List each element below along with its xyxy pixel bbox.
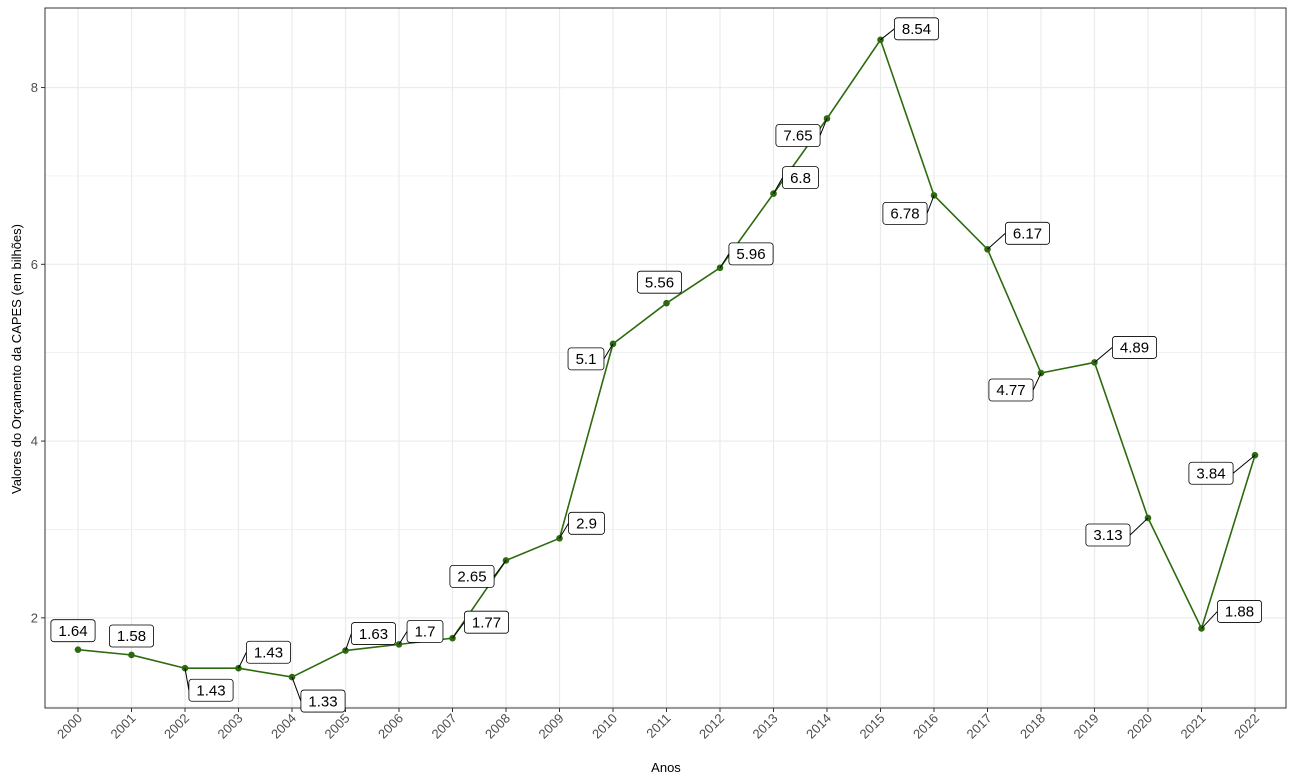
data-labels-group: 1.64 1.58 1.43 1.43 1.33 1.63 1.7 1.77 2.65 2.9 5.…: [50, 17, 1263, 713]
data-label-box: [449, 564, 495, 588]
data-label-box: [1188, 461, 1234, 485]
data-label-box: [406, 619, 444, 643]
data-label: 5.1: [576, 351, 597, 368]
label-leader-line: [1129, 517, 1149, 536]
label-leader-line: [345, 633, 352, 651]
label-leader-line: [880, 28, 895, 41]
data-label: 6.17: [1013, 225, 1042, 242]
data-label-box: [637, 270, 683, 294]
data-label: 4.89: [1120, 340, 1149, 357]
data-label: 6.8: [790, 170, 811, 187]
label-leader-line: [819, 118, 828, 136]
label-leader-line: [1232, 454, 1256, 474]
label-leader-line: [1201, 611, 1218, 629]
data-label: 2.9: [576, 516, 597, 533]
data-label-box: [109, 624, 155, 648]
label-leader-line: [773, 177, 783, 194]
data-point: [128, 651, 135, 659]
data-label: 1.33: [308, 693, 337, 710]
data-label: 1.88: [1225, 604, 1254, 621]
data-label-box: [894, 17, 940, 41]
data-label-box: [350, 622, 396, 645]
y-tick-label: 2: [31, 610, 38, 625]
data-label-box: [775, 124, 821, 147]
label-leader-line: [291, 676, 302, 702]
label-leader-line: [719, 253, 730, 269]
data-label-box: [245, 640, 291, 664]
x-axis-title: Anos: [651, 760, 681, 775]
plot-panel: [44, 7, 1287, 709]
data-label: 5.56: [645, 274, 674, 291]
label-leader-line: [1094, 347, 1113, 363]
data-label: 3.84: [1196, 465, 1225, 482]
series-line-group: [74, 36, 1259, 681]
data-label-box: [1217, 600, 1263, 623]
y-axis-title: Valores do Orçamento da CAPES (em bilhõe…: [9, 224, 24, 494]
data-label: 1.43: [254, 644, 283, 661]
data-label: 3.13: [1093, 527, 1122, 544]
data-label: 1.7: [415, 624, 436, 641]
data-label-box: [882, 201, 928, 225]
data-label: 7.65: [783, 128, 812, 145]
y-tick-label: 6: [31, 257, 38, 272]
data-point: [74, 646, 82, 653]
data-label-box: [188, 678, 234, 702]
data-label-box: [988, 378, 1034, 402]
data-label: 6.78: [890, 206, 919, 223]
label-leader-line: [926, 195, 935, 214]
data-label: 4.77: [996, 382, 1025, 399]
label-leader-line: [603, 343, 614, 360]
data-label: 1.43: [196, 682, 225, 699]
y-tick-label: 8: [31, 80, 38, 95]
data-point: [663, 299, 670, 307]
data-label: 8.54: [902, 21, 931, 38]
data-label-box: [567, 347, 605, 371]
data-label-box: [1005, 221, 1051, 245]
data-label: 1.58: [117, 628, 146, 645]
data-point: [716, 264, 724, 272]
data-label-box: [1085, 523, 1131, 547]
label-leader-line: [238, 652, 247, 669]
label-leader-line: [398, 631, 408, 645]
panel-border: [44, 7, 1287, 709]
label-leader-line: [184, 668, 190, 691]
grid-lines: [45, 8, 1286, 708]
data-label-box: [463, 610, 509, 634]
data-label: 5.96: [736, 246, 765, 263]
label-leader-line: [987, 232, 1006, 250]
label-leader-line: [493, 560, 507, 577]
label-leader-line: [452, 621, 465, 639]
data-label: 1.64: [58, 623, 87, 640]
data-label-box: [300, 689, 346, 713]
data-label-box: [782, 166, 819, 190]
data-label-box: [728, 242, 774, 266]
data-label: 2.65: [457, 569, 486, 586]
data-label-box: [50, 619, 96, 643]
y-tick-label: 4: [31, 434, 38, 449]
data-label-box: [568, 511, 605, 535]
label-leader-line: [1032, 372, 1042, 391]
data-label-box: [1112, 336, 1158, 359]
data-label: 1.63: [359, 626, 388, 643]
data-label: 1.77: [472, 614, 501, 631]
label-leader-line: [559, 523, 569, 539]
